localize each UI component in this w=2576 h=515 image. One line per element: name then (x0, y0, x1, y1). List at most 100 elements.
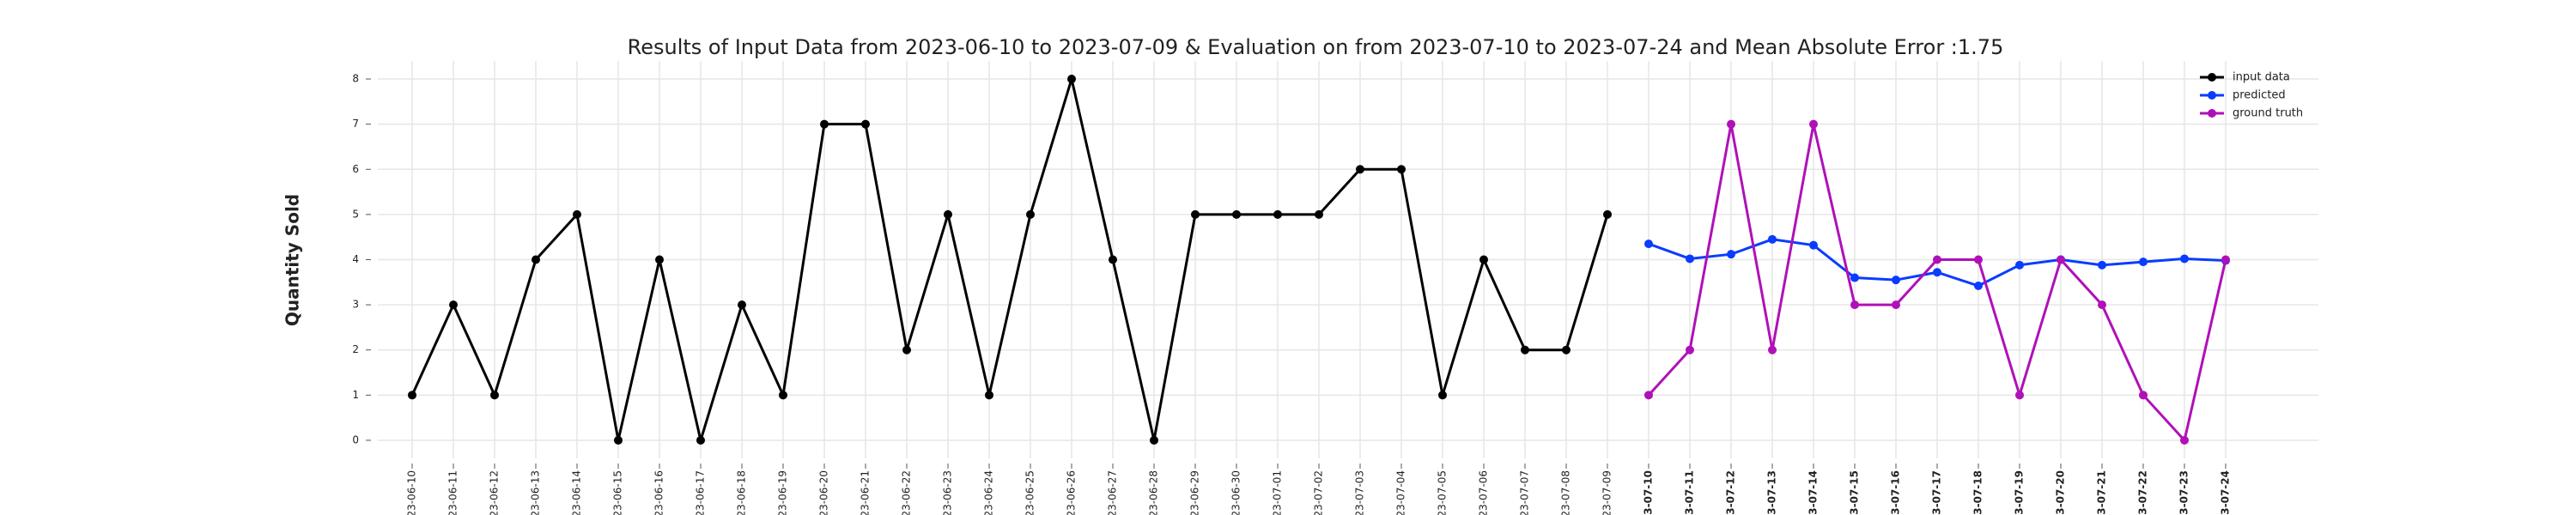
data-point (1768, 345, 1777, 354)
data-point (696, 435, 705, 445)
data-point (1933, 255, 1941, 264)
y-tick-label: 3 (352, 299, 359, 311)
data-point (1727, 250, 1735, 259)
x-tick-label: 2023-07-03 (1354, 470, 1366, 515)
data-point (1109, 255, 1117, 264)
data-point (1356, 165, 1364, 174)
x-tick-label: 2023-07-14 (1807, 470, 1820, 515)
x-tick-label: 2023-06-10 (406, 470, 418, 515)
data-point (1603, 209, 1612, 219)
x-tick-label: 2023-06-18 (736, 470, 748, 515)
x-tick-label: 2023-07-04 (1395, 470, 1407, 515)
data-point (1026, 209, 1035, 219)
legend-marker (2208, 109, 2216, 118)
y-tick-label: 5 (352, 208, 359, 220)
data-point (1479, 255, 1488, 264)
x-tick-label: 2023-07-15 (1849, 470, 1861, 515)
data-point (1850, 273, 1859, 282)
legend-label: input data (2233, 71, 2290, 84)
x-tick-label: 2023-06-13 (530, 470, 542, 515)
y-tick-label: 0 (352, 433, 359, 445)
data-point (1686, 254, 1694, 264)
x-tick-label: 2023-07-20 (2055, 470, 2067, 515)
data-point (1438, 391, 1447, 400)
x-tick-label: 2023-06-22 (901, 470, 913, 515)
y-tick-label: 2 (352, 343, 359, 355)
y-tick-label: 8 (352, 73, 359, 85)
data-point (1562, 345, 1571, 354)
x-tick-label: 2023-07-12 (1725, 470, 1737, 515)
data-point (1850, 300, 1859, 310)
data-point (614, 435, 623, 445)
data-point (1273, 209, 1282, 219)
data-point (738, 300, 746, 310)
x-tick-label: 2023-07-11 (1684, 470, 1696, 515)
x-tick-label: 2023-07-24 (2220, 470, 2232, 515)
data-point (408, 391, 416, 400)
y-tick-label: 6 (352, 163, 359, 175)
data-point (1686, 345, 1694, 354)
x-tick-label: 2023-06-25 (1024, 470, 1036, 515)
data-point (1974, 255, 1983, 264)
x-tick-label: 2023-06-20 (818, 470, 830, 515)
data-point (2139, 258, 2148, 267)
x-tick-label: 2023-06-17 (695, 470, 707, 515)
x-tick-label: 2023-07-08 (1560, 470, 1572, 515)
x-tick-label: 2023-06-19 (777, 470, 789, 515)
data-point (1809, 119, 1818, 129)
x-tick-label: 2023-07-07 (1519, 470, 1531, 515)
data-point (1974, 282, 1983, 291)
x-tick-label: 2023-06-14 (571, 470, 583, 515)
x-tick-label: 2023-06-11 (447, 470, 459, 515)
data-point (655, 255, 664, 264)
data-point (1933, 268, 1941, 277)
x-tick-label: 2023-07-13 (1766, 470, 1778, 515)
x-tick-label: 2023-07-17 (1931, 470, 1943, 515)
y-tick-label: 7 (352, 118, 359, 130)
data-point (1191, 209, 1200, 219)
legend-label: ground truth (2233, 107, 2303, 120)
x-tick-label: 2023-06-27 (1107, 470, 1119, 515)
data-point (449, 300, 458, 310)
data-point (1232, 209, 1241, 219)
data-point (1892, 300, 1900, 310)
data-point (1644, 239, 1653, 249)
x-tick-label: 2023-06-16 (653, 470, 665, 515)
data-point (1809, 240, 1818, 250)
x-tick-label: 2023-07-16 (1890, 470, 1902, 515)
legend-marker (2208, 91, 2216, 100)
data-point (2057, 255, 2065, 264)
x-tick-label: 2023-06-26 (1066, 470, 1078, 515)
y-tick-label: 1 (352, 389, 359, 401)
y-tick-label: 4 (352, 253, 359, 265)
data-point (1150, 435, 1158, 445)
x-tick-label: 2023-06-12 (489, 470, 501, 515)
x-tick-label: 2023-07-06 (1478, 470, 1490, 515)
data-point (573, 209, 581, 219)
series-line (410, 74, 1609, 445)
x-tick-label: 2023-07-10 (1643, 470, 1655, 515)
x-tick-label: 2023-06-15 (612, 470, 624, 515)
x-tick-label: 2023-07-21 (2096, 470, 2108, 515)
data-point (985, 391, 993, 400)
x-tick-label: 2023-06-29 (1189, 470, 1201, 515)
data-point (2180, 435, 2189, 445)
x-tick-label: 2023-06-30 (1230, 470, 1242, 515)
x-tick-label: 2023-07-01 (1272, 470, 1284, 515)
legend-marker (2208, 73, 2216, 82)
x-tick-label: 2023-06-24 (983, 470, 995, 515)
data-point (1727, 119, 1735, 129)
x-tick-label: 2023-07-02 (1313, 470, 1325, 515)
legend-label: predicted (2233, 89, 2286, 102)
y-axis-label: Quantity Sold (283, 194, 303, 326)
data-point (820, 119, 829, 129)
data-point (1644, 391, 1653, 400)
data-point (944, 209, 952, 219)
x-tick-label: 2023-07-23 (2178, 470, 2190, 515)
data-point (2015, 391, 2024, 400)
x-tick-label: 2023-07-18 (1972, 470, 1984, 515)
data-point (1315, 209, 1323, 219)
data-point (861, 119, 870, 129)
x-tick-label: 2023-06-21 (860, 470, 872, 515)
